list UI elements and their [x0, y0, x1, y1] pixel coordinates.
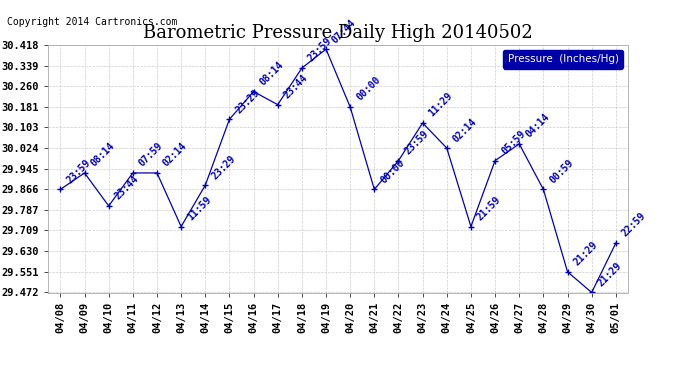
Text: 11:29: 11:29 [427, 91, 455, 119]
Text: 23:29: 23:29 [234, 87, 262, 115]
Text: 11:59: 11:59 [186, 195, 213, 222]
Text: 23:29: 23:29 [210, 153, 237, 181]
Text: 23:59: 23:59 [306, 36, 334, 64]
Text: 07:44: 07:44 [331, 17, 358, 45]
Text: 00:00: 00:00 [355, 75, 382, 103]
Text: 23:44: 23:44 [282, 73, 310, 100]
Text: 21:29: 21:29 [596, 261, 624, 288]
Text: 08:14: 08:14 [258, 60, 286, 87]
Title: Barometric Pressure Daily High 20140502: Barometric Pressure Daily High 20140502 [144, 24, 533, 42]
Text: 23:59: 23:59 [403, 129, 431, 156]
Legend: Pressure  (Inches/Hg): Pressure (Inches/Hg) [504, 50, 622, 69]
Text: 02:14: 02:14 [161, 141, 189, 169]
Text: 02:14: 02:14 [451, 116, 479, 144]
Text: 00:59: 00:59 [548, 158, 575, 185]
Text: 21:29: 21:29 [572, 240, 600, 268]
Text: 22:59: 22:59 [620, 211, 648, 239]
Text: 23:44: 23:44 [113, 174, 141, 202]
Text: Copyright 2014 Cartronics.com: Copyright 2014 Cartronics.com [7, 17, 177, 27]
Text: 21:59: 21:59 [475, 195, 503, 222]
Text: 00:00: 00:00 [379, 158, 406, 185]
Text: 23:59: 23:59 [65, 158, 92, 185]
Text: 04:14: 04:14 [524, 112, 551, 140]
Text: 05:59: 05:59 [500, 129, 527, 156]
Text: 08:14: 08:14 [89, 141, 117, 169]
Text: 07:59: 07:59 [137, 141, 165, 169]
